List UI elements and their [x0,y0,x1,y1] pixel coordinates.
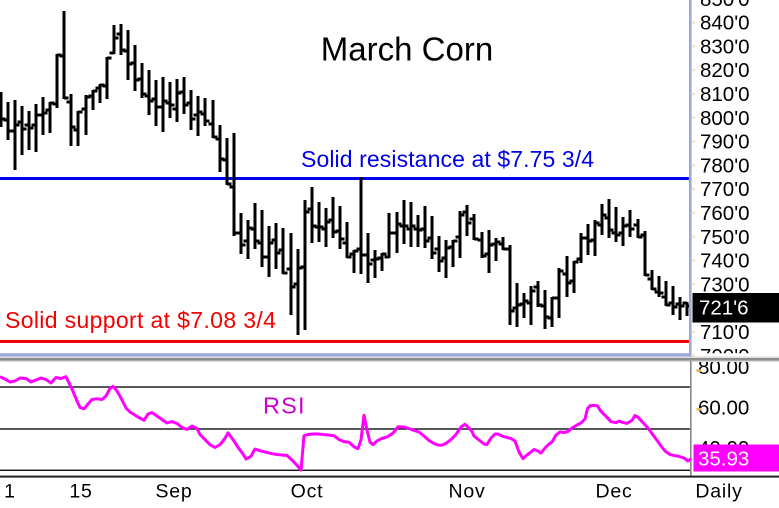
svg-text:830'0: 830'0 [700,35,750,58]
svg-text:710'0: 710'0 [700,321,750,344]
svg-text:780'0: 780'0 [700,154,750,177]
svg-text:750'0: 750'0 [700,226,750,249]
svg-text:740'0: 740'0 [700,250,750,273]
svg-text:810'0: 810'0 [700,83,750,106]
svg-text:721'6: 721'6 [699,297,749,320]
svg-text:700'0: 700'0 [700,345,750,368]
svg-text:80.00: 80.00 [698,356,749,379]
svg-text:800'0: 800'0 [700,107,750,130]
svg-text:790'0: 790'0 [700,131,750,154]
svg-text:840'0: 840'0 [700,12,750,35]
svg-text:1: 1 [4,481,16,503]
svg-text:March Corn: March Corn [321,31,493,68]
svg-text:Sep: Sep [155,481,192,503]
svg-text:60.00: 60.00 [698,397,749,420]
svg-text:15: 15 [69,481,92,503]
svg-text:760'0: 760'0 [700,202,750,225]
svg-text:Solid support at $7.08 3/4: Solid support at $7.08 3/4 [5,307,276,333]
svg-text:770'0: 770'0 [700,178,750,201]
svg-text:Oct: Oct [291,481,324,503]
svg-text:850'0: 850'0 [700,0,750,11]
svg-text:Nov: Nov [448,481,485,503]
svg-text:35.93: 35.93 [698,447,749,470]
svg-text:Solid resistance at $7.75 3/4: Solid resistance at $7.75 3/4 [301,146,594,172]
svg-text:Dec: Dec [595,481,632,503]
svg-text:820'0: 820'0 [700,59,750,82]
svg-text:730'0: 730'0 [700,273,750,296]
svg-text:Daily: Daily [695,481,742,503]
svg-text:RSI: RSI [263,393,306,419]
